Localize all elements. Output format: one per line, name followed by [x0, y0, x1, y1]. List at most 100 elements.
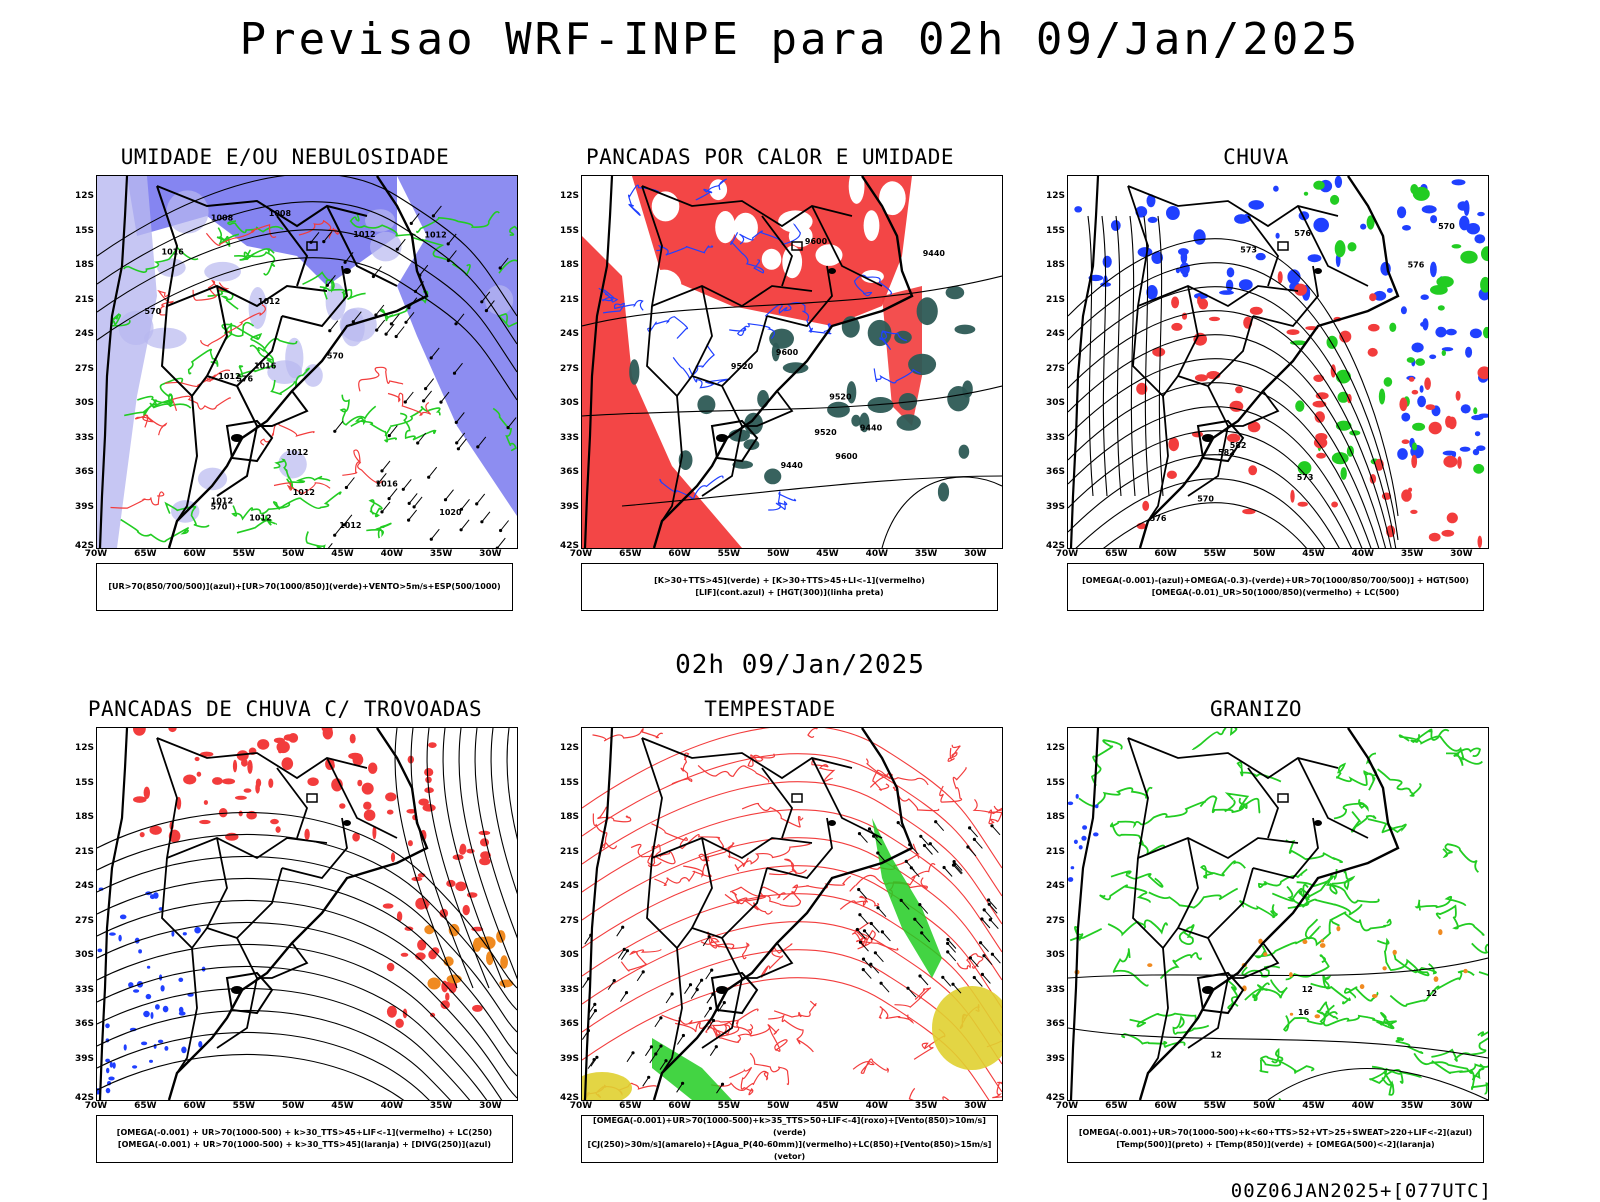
- omega-area: [1459, 215, 1470, 231]
- map-coastline-east: [1138, 728, 1400, 1100]
- latitude-label: 33S: [74, 984, 94, 995]
- omega-area: [1386, 288, 1393, 293]
- wind-vector-850hpa: [983, 955, 993, 966]
- wind-vector-850hpa: [869, 962, 873, 966]
- map-border: [1247, 215, 1280, 287]
- temperature-contour-850hpa: [1159, 952, 1203, 980]
- map-canvas: [97, 728, 517, 1100]
- thickness-contour: [200, 304, 266, 347]
- omega-500hpa-area: [1263, 952, 1268, 957]
- rain-area: [1389, 322, 1397, 332]
- latitude-label: 21S: [1045, 846, 1065, 857]
- thunderstorm-area: [196, 771, 202, 777]
- height-label: 9520: [829, 393, 852, 402]
- panel-title: TEMPESTADE: [704, 697, 836, 721]
- latitude-label: 30S: [1045, 950, 1065, 960]
- wind-vector-850hpa: [665, 993, 673, 1004]
- latitude-label: 42S: [1045, 1093, 1065, 1103]
- rain-area-low-levels: [1171, 322, 1183, 331]
- thunderstorm-area: [395, 1018, 404, 1028]
- omega-area: [1226, 267, 1235, 278]
- thickness-contour: [205, 224, 277, 246]
- longitude-label: 60W: [183, 1101, 206, 1111]
- wind-vector: [499, 528, 503, 533]
- thunderstorm-area: [143, 786, 150, 799]
- streamline-850hpa: [582, 865, 1002, 1009]
- omega-area: [1402, 225, 1411, 231]
- latitude-label: 15S: [1045, 777, 1065, 788]
- wind-vector: [380, 469, 384, 473]
- wind-vector-850hpa: [982, 908, 986, 912]
- wind-vector: [407, 501, 411, 505]
- thunderstorm-area: [361, 782, 374, 795]
- height-contour-500hpa: [1068, 454, 1340, 548]
- temperature-contour-850hpa: [1431, 1060, 1488, 1075]
- longitude-label: 35W: [1400, 1101, 1424, 1111]
- longitude-label: 45W: [1302, 549, 1325, 559]
- thunderstorm-area: [363, 809, 376, 821]
- wind-vector: [499, 257, 509, 269]
- wind-vector-850hpa: [862, 929, 867, 933]
- omega-area: [1110, 220, 1121, 231]
- wind-vector: [480, 300, 484, 304]
- wind-vector-850hpa: [647, 1075, 651, 1079]
- wind-vector: [407, 518, 411, 522]
- convective-area: [764, 468, 782, 485]
- map-border: [176, 395, 199, 522]
- moisture-patch: [278, 450, 307, 479]
- panel-legend: [OMEGA(-0.001)+UR>70(1000-500)+k>35_TTS>…: [581, 1115, 998, 1163]
- divergence-area: [118, 934, 122, 942]
- precipitable-water-contour: [654, 870, 712, 887]
- convective-area: [859, 412, 870, 433]
- streamline-850hpa: [582, 809, 1002, 953]
- omega-area: [1460, 404, 1471, 414]
- hail-area: [1081, 835, 1087, 841]
- clear-patch: [815, 244, 843, 266]
- omega-500hpa-area: [1392, 949, 1397, 955]
- precipitable-water-contour: [972, 799, 1002, 815]
- hail-area: [1075, 794, 1079, 799]
- height-label: 9520: [814, 428, 837, 437]
- thickness-contour: [342, 449, 383, 484]
- humidity-contour-low-levels: [339, 394, 377, 426]
- omega-500hpa-area: [1289, 1012, 1294, 1016]
- rain-area-low-levels: [1410, 509, 1418, 514]
- wind-vector-850hpa: [659, 1016, 663, 1020]
- wind-vector-850hpa: [676, 1083, 684, 1093]
- precipitable-water-contour: [620, 948, 662, 972]
- longitude-label: 55W: [717, 1101, 741, 1111]
- wind-vector: [333, 533, 337, 537]
- temperature-contour-850hpa: [1282, 1011, 1338, 1032]
- longitude-label: 40W: [380, 1101, 404, 1111]
- rain-area-low-levels: [1408, 487, 1413, 492]
- longitude-label: 65W: [134, 549, 157, 559]
- map-lake: [1202, 986, 1214, 994]
- wind-vector-850hpa: [953, 861, 963, 871]
- convective-area: [827, 401, 850, 418]
- longitude-label: 30W: [1450, 1101, 1473, 1111]
- humidity-contour-low-levels: [305, 531, 326, 548]
- temperature-contour-850hpa: [1099, 884, 1151, 904]
- legend-line: [CJ(250)>30m/s](amarelo)+[Agua_P(40-60mm…: [587, 1140, 992, 1161]
- map-border: [216, 385, 259, 497]
- lifted-index-contour: [873, 368, 921, 384]
- map-border: [811, 757, 883, 839]
- divergence-area: [105, 1087, 111, 1094]
- wind-vector-850hpa: [979, 941, 983, 945]
- wind-vector-850hpa: [703, 1008, 711, 1018]
- height-label: 570: [1438, 222, 1455, 231]
- wind-vector-850hpa: [702, 936, 710, 947]
- wind-vector-850hpa: [873, 835, 882, 846]
- temperature-contour-850hpa: [1336, 762, 1368, 786]
- forecast-map: 582 582 576 576 573 570 570 576 573: [1067, 175, 1489, 549]
- map-border: [661, 395, 683, 522]
- rain-area: [1340, 467, 1347, 480]
- wind-vector-850hpa: [714, 1045, 718, 1049]
- latitude-label: 36S: [74, 1019, 94, 1029]
- wind-vector-850hpa: [989, 919, 999, 930]
- wind-vector-850hpa: [952, 983, 962, 994]
- legend-line: [OMEGA(-0.001) + UR>70(1000-500) + k>30_…: [116, 1128, 493, 1137]
- wind-vector-850hpa: [862, 969, 872, 979]
- streamline-250hpa: [490, 728, 517, 895]
- rain-area: [1430, 285, 1448, 295]
